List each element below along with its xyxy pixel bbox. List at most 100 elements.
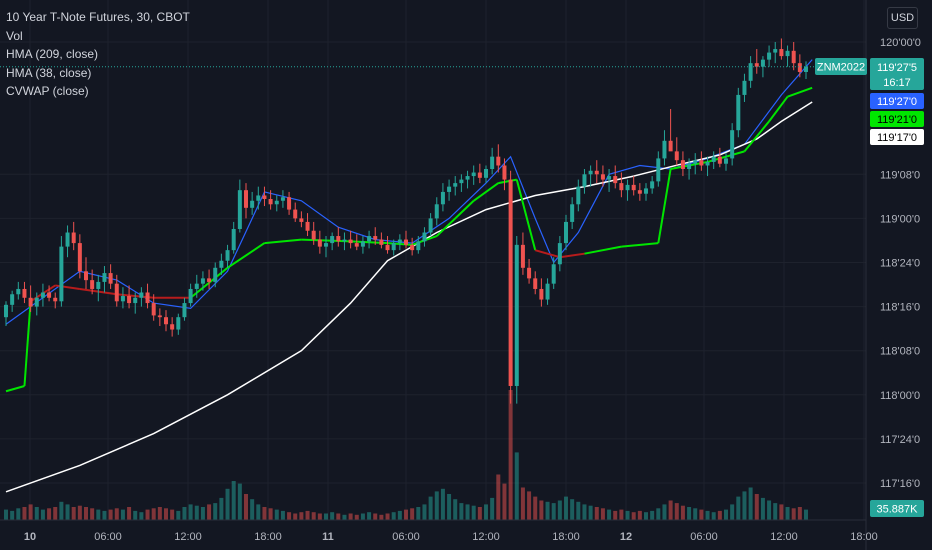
volume-bar (170, 509, 175, 520)
volume-bar (785, 507, 790, 520)
candle-body (791, 50, 796, 64)
candle-body (237, 190, 242, 229)
volume-bar (139, 512, 144, 520)
candle-body (4, 304, 8, 318)
candle-body (687, 163, 692, 170)
volume-bar (527, 491, 532, 520)
volume-bar (428, 496, 433, 520)
time-tick-label: 18:00 (254, 531, 282, 543)
candle-body (748, 63, 753, 81)
volume-bar (588, 505, 593, 520)
volume-bar (164, 508, 168, 520)
candle-body (65, 232, 70, 247)
volume-bar (767, 500, 772, 520)
volume-bar (533, 496, 538, 520)
volume-bar (256, 504, 261, 520)
candle-body (631, 184, 636, 191)
candle-body (785, 50, 790, 57)
candle-body (200, 278, 205, 284)
cvwap-line (55, 284, 80, 290)
volume-bar (797, 507, 802, 520)
candle-body (40, 292, 45, 298)
volume-bar (262, 507, 267, 520)
candle-body (779, 49, 784, 57)
candle-body (256, 195, 261, 201)
volume-bar (47, 508, 52, 520)
volume-bar (385, 513, 390, 520)
volume-bar (145, 509, 150, 520)
volume-bars (4, 390, 808, 520)
volume-bar (114, 508, 119, 520)
candle-body (754, 63, 759, 67)
volume-bar (699, 509, 704, 520)
cvwap-line (534, 249, 561, 259)
candle-body (287, 197, 292, 210)
legend-hma-slow[interactable]: HMA (209, close) (6, 47, 99, 61)
volume-bar (791, 508, 796, 520)
volume-bar (625, 510, 630, 520)
cvwap-tag: 119'21'0 (877, 114, 917, 126)
volume-bar (96, 509, 101, 520)
volume-bar (779, 504, 784, 520)
volume-bar (84, 507, 88, 520)
volume-bar (77, 505, 82, 520)
cvwap-line (515, 179, 537, 251)
volume-bar (637, 510, 642, 520)
volume-bar (133, 510, 138, 520)
candle-body (594, 170, 599, 175)
volume-bar (674, 503, 679, 520)
volume-bar (379, 514, 384, 520)
last-price-tag: 119'27'5 (877, 62, 917, 74)
time-axis[interactable]: 10 06:00 12:00 18:00 11 06:00 12:00 18:00 12 06:0… (0, 519, 878, 543)
volume-bar (545, 501, 550, 520)
time-tick-label: 12:00 (174, 531, 202, 543)
volume-bar (324, 513, 328, 520)
countdown-tag: 16:17 (883, 77, 911, 89)
candle-body (194, 283, 199, 289)
volume-bar (613, 510, 618, 520)
volume-bar (108, 509, 113, 520)
candle-body (465, 176, 470, 180)
price-tags: ZNM2022 119'27'5 16:17 119'27'0 119'21'0 119'… (815, 58, 924, 517)
candle-body (151, 303, 156, 316)
candle-body (422, 232, 427, 242)
candle-body (490, 156, 495, 170)
volume-bar (644, 512, 648, 520)
volume-bar (231, 481, 236, 520)
volume-bar (680, 505, 685, 520)
candle-body (305, 221, 310, 231)
legend-cvwap[interactable]: CVWAP (close) (6, 84, 89, 98)
volume-tag: 35.887K (877, 504, 919, 516)
volume-bar (102, 510, 107, 520)
volume-bar (650, 510, 655, 520)
volume-bar (416, 507, 421, 520)
volume-bar (570, 499, 575, 520)
legend-vol[interactable]: Vol (6, 28, 23, 43)
grid-lines (0, 0, 866, 520)
volume-bar (804, 509, 808, 520)
candle-body (508, 179, 513, 386)
candle-body (533, 278, 538, 289)
candle-body (16, 288, 21, 295)
candle-body (139, 292, 144, 298)
legend-hma-fast[interactable]: HMA (38, close) (6, 65, 92, 80)
volume-bar (760, 497, 765, 520)
time-tick-label: 06:00 (94, 531, 122, 543)
volume-bar (299, 512, 304, 520)
price-axis[interactable]: 117'16'0 117'24'0 118'00'0 118'08'0 118'16'0… (865, 0, 921, 550)
volume-bar (730, 504, 735, 520)
currency-button[interactable]: USD (887, 7, 918, 29)
candle-body (47, 292, 52, 298)
volume-bar (447, 494, 452, 520)
candle-body (108, 273, 113, 284)
volume-bar (237, 483, 242, 520)
candle-body (674, 151, 679, 161)
candle-body (656, 158, 661, 182)
legend-title[interactable]: 10 Year T-Note Futures, 30, CBOT (6, 10, 190, 24)
candle-body (699, 160, 704, 166)
volume-bar (120, 509, 125, 520)
volume-bar (576, 501, 581, 520)
candle-body (311, 230, 316, 240)
candle-body (96, 281, 101, 289)
